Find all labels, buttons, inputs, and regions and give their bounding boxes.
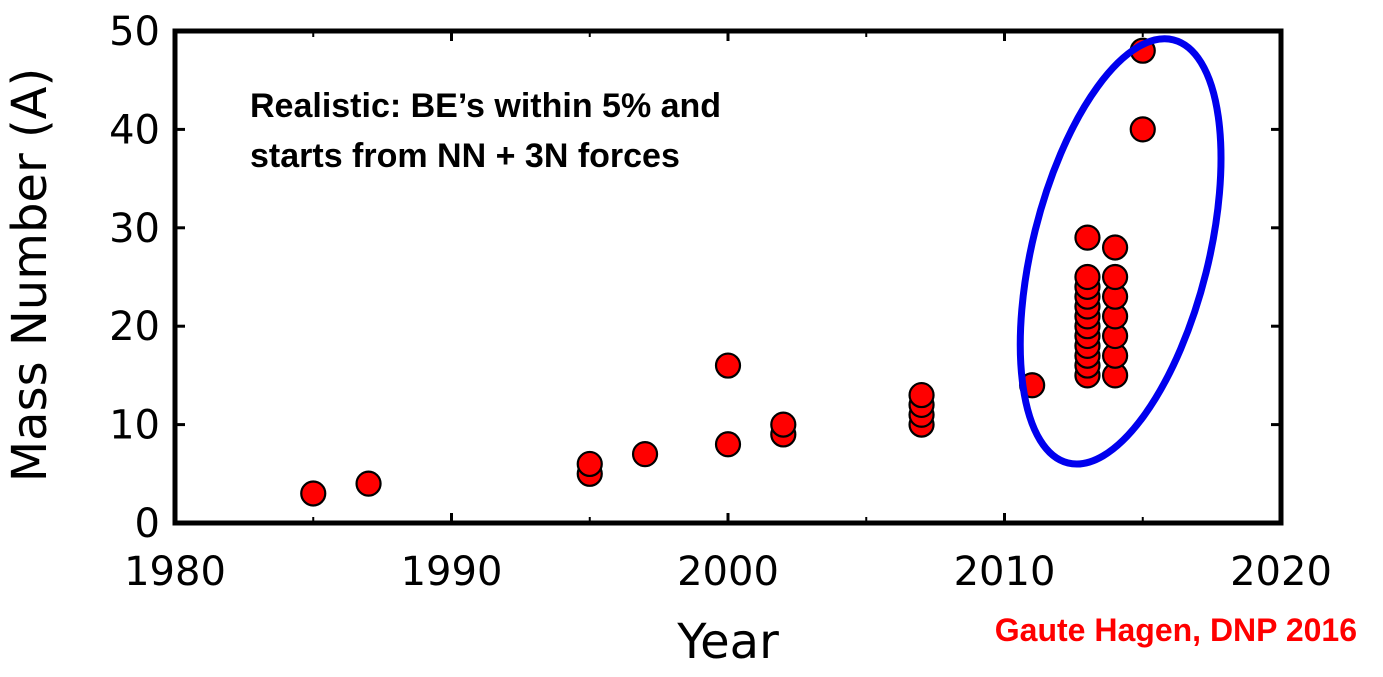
annotation-line-2: starts from NN + 3N forces xyxy=(250,137,680,175)
x-tick-label: 2020 xyxy=(1230,549,1332,595)
data-point xyxy=(1101,263,1129,291)
data-point xyxy=(714,352,742,379)
data-point xyxy=(355,470,382,497)
data-point xyxy=(714,431,742,458)
y-tick-labels: 0 10 20 30 40 50 xyxy=(109,9,160,547)
y-tick-label: 20 xyxy=(109,304,160,350)
data-point xyxy=(576,450,603,478)
y-tick-label: 50 xyxy=(109,9,160,55)
y-tick-label: 0 xyxy=(135,501,160,547)
y-tick-label: 30 xyxy=(109,206,160,252)
data-point xyxy=(1074,224,1101,251)
plot-frame xyxy=(172,28,1284,526)
highlight-ellipse xyxy=(1016,35,1225,468)
data-point xyxy=(631,441,659,468)
x-tick-label: 2010 xyxy=(954,549,1056,595)
x-axis-title: Year xyxy=(676,614,779,670)
x-tick-label: 2000 xyxy=(677,549,779,595)
y-tick-label: 10 xyxy=(109,403,160,449)
data-point xyxy=(1074,263,1101,291)
y-axis-title: Mass Number (A) xyxy=(2,68,58,482)
data-point xyxy=(1129,116,1156,143)
y-tick-label: 40 xyxy=(109,107,160,153)
credit-text: Gaute Hagen, DNP 2016 xyxy=(995,612,1357,648)
data-point xyxy=(300,480,327,507)
annotation-line-1: Realistic: BE’s within 5% and xyxy=(250,87,721,125)
data-point xyxy=(770,411,797,438)
x-tick-label: 1980 xyxy=(124,549,226,595)
data-point xyxy=(908,381,935,409)
x-tick-label: 1990 xyxy=(401,549,503,595)
data-point xyxy=(1101,234,1129,261)
x-tick-labels: 1980 1990 2000 2010 2020 xyxy=(124,549,1332,595)
